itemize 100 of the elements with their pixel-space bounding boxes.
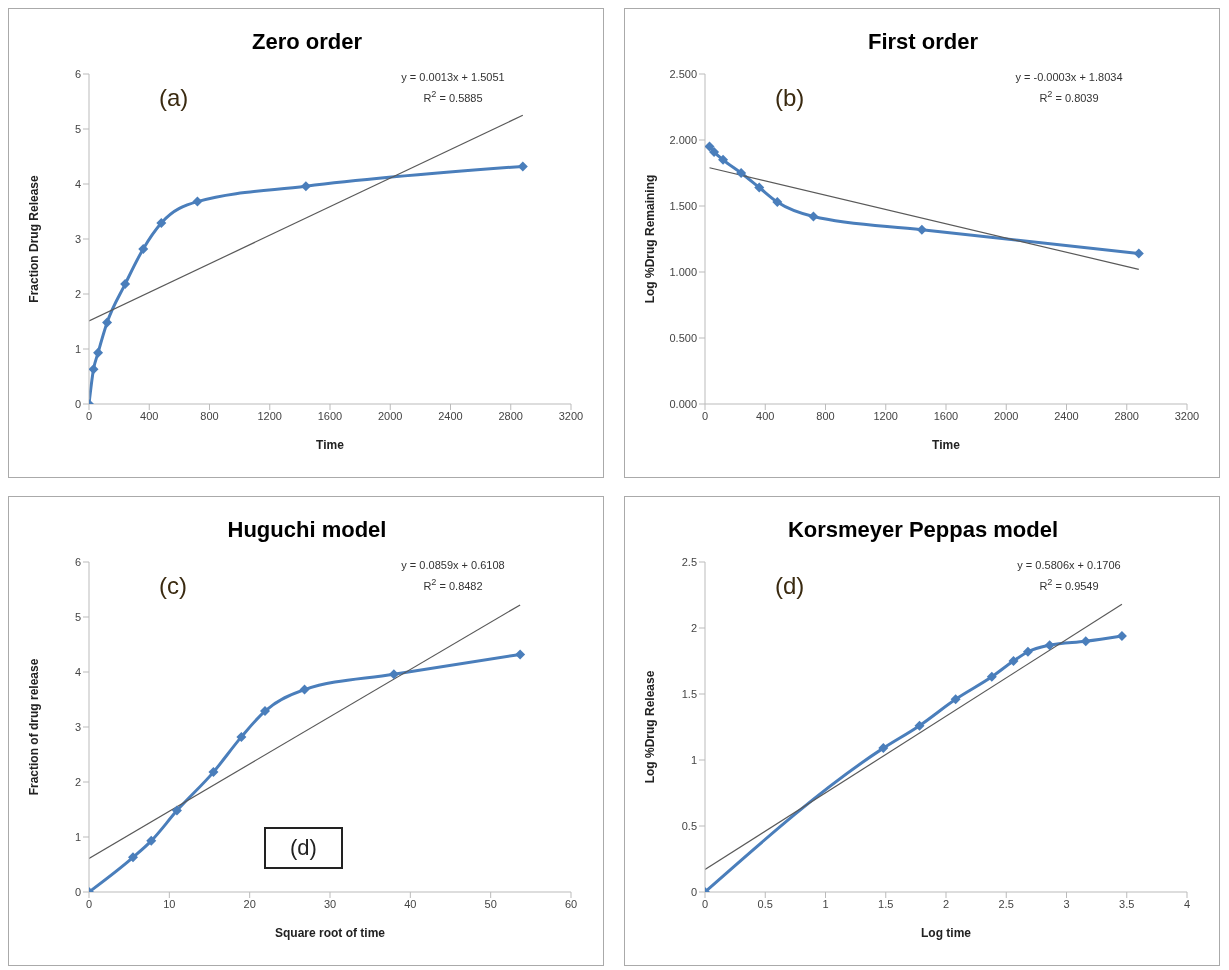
x-tick-label: 30 bbox=[323, 897, 337, 910]
chart-title: Zero order bbox=[251, 29, 363, 55]
point bbox=[1116, 630, 1127, 641]
x-tick-label: 1600 bbox=[317, 409, 343, 422]
annotation: y = -0.0003x + 1.8034 bbox=[1014, 71, 1124, 83]
point bbox=[128, 852, 139, 863]
point bbox=[102, 317, 113, 328]
point bbox=[878, 743, 889, 754]
y-tick-label: 1.000 bbox=[669, 265, 697, 278]
x-tick-label: 2800 bbox=[1114, 409, 1139, 422]
point bbox=[515, 649, 526, 660]
point bbox=[388, 669, 399, 680]
chart-title: Huguchi model bbox=[226, 517, 388, 543]
point bbox=[914, 720, 925, 731]
x-tick-label: 2000 bbox=[994, 409, 1019, 422]
annotation: y = 0.0859x + 0.6108 bbox=[400, 559, 506, 571]
x-axis-title: Time bbox=[932, 438, 961, 452]
y-tick-label: 1.5 bbox=[681, 687, 697, 700]
x-tick-label: 2000 bbox=[378, 409, 403, 422]
x-tick-label: 0.5 bbox=[757, 897, 773, 910]
point bbox=[89, 364, 99, 375]
y-tick-label: 2 bbox=[74, 287, 81, 300]
x-tick-label: 800 bbox=[200, 409, 219, 422]
y-tick-label: 5 bbox=[74, 122, 81, 135]
y-tick-label: 5 bbox=[74, 610, 81, 623]
x-axis-title: Square root of time bbox=[274, 926, 386, 940]
point bbox=[300, 181, 311, 192]
point bbox=[736, 168, 747, 178]
point bbox=[120, 279, 131, 290]
y-tick-label: 2.000 bbox=[669, 133, 697, 146]
x-tick-label: 20 bbox=[243, 897, 256, 910]
point bbox=[808, 211, 819, 222]
annotation: (a) bbox=[159, 84, 189, 112]
point bbox=[754, 182, 765, 193]
y-tick-label: 2 bbox=[74, 775, 81, 788]
x-axis-title: Time bbox=[316, 438, 345, 452]
point bbox=[709, 146, 720, 157]
x-tick-label: 0 bbox=[85, 897, 93, 910]
annotation: R$^{2}$ = 0.8482 bbox=[422, 577, 484, 592]
x-tick-label: 3200 bbox=[558, 409, 584, 422]
point bbox=[1080, 636, 1091, 647]
y-axis-title: Log %Drug Release bbox=[643, 670, 658, 784]
point bbox=[146, 835, 157, 846]
y-tick-label: 0 bbox=[74, 885, 81, 898]
x-tick-label: 1200 bbox=[873, 409, 898, 422]
annotation: (d) bbox=[264, 827, 343, 869]
annotation: (c) bbox=[159, 572, 187, 600]
x-tick-label: 60 bbox=[564, 897, 578, 910]
point bbox=[718, 154, 729, 165]
x-tick-label: 1600 bbox=[933, 409, 959, 422]
x-tick-label: 4 bbox=[1183, 897, 1191, 910]
x-tick-label: 40 bbox=[404, 897, 417, 910]
point bbox=[1022, 646, 1033, 657]
y-tick-label: 1 bbox=[74, 342, 81, 355]
x-tick-label: 1 bbox=[822, 897, 829, 910]
x-tick-label: 2 bbox=[942, 897, 950, 910]
point bbox=[1133, 248, 1144, 259]
x-tick-label: 2400 bbox=[438, 409, 463, 422]
point bbox=[1008, 656, 1019, 666]
x-tick-label: 1.5 bbox=[878, 897, 894, 910]
y-tick-label: 1 bbox=[690, 753, 697, 766]
y-tick-label: 2.500 bbox=[669, 67, 697, 80]
x-tick-label: 0 bbox=[85, 409, 93, 422]
point bbox=[236, 731, 247, 742]
x-tick-label: 0 bbox=[701, 409, 709, 422]
x-tick-label: 400 bbox=[756, 409, 775, 422]
point bbox=[171, 805, 182, 816]
annotation: (b) bbox=[775, 84, 805, 112]
y-tick-label: 6 bbox=[74, 555, 81, 568]
x-tick-label: 3 bbox=[1063, 897, 1070, 910]
point bbox=[986, 671, 997, 682]
chart-title: Korsmeyer Peppas model bbox=[786, 517, 1060, 543]
y-tick-label: 4 bbox=[74, 177, 81, 190]
point bbox=[916, 224, 927, 235]
x-tick-label: 2400 bbox=[1054, 409, 1079, 422]
point bbox=[517, 161, 528, 172]
x-tick-label: 800 bbox=[816, 409, 835, 422]
x-tick-label: 3200 bbox=[1174, 409, 1200, 422]
y-tick-label: 3 bbox=[74, 232, 81, 245]
annotation: y = 0.5806x + 0.1706 bbox=[1016, 559, 1122, 571]
point bbox=[950, 694, 961, 705]
x-tick-label: 1200 bbox=[257, 409, 282, 422]
x-tick-label: 2800 bbox=[498, 409, 523, 422]
x-axis-title: Log time bbox=[921, 926, 972, 940]
annotation: R$^{2}$ = 0.8039 bbox=[1038, 89, 1100, 104]
y-tick-label: 3 bbox=[74, 720, 81, 733]
y-tick-label: 2 bbox=[690, 621, 697, 634]
y-tick-label: 1 bbox=[74, 830, 81, 843]
y-tick-label: 0.5 bbox=[681, 819, 697, 832]
y-tick-label: 6 bbox=[74, 67, 81, 80]
annotation: (d) bbox=[775, 572, 805, 600]
x-tick-label: 10 bbox=[163, 897, 176, 910]
annotation: R$^{2}$ = 0.9549 bbox=[1038, 577, 1100, 592]
y-tick-label: 0.000 bbox=[669, 397, 697, 410]
chart-title: First order bbox=[867, 29, 979, 55]
x-tick-label: 0 bbox=[701, 897, 709, 910]
y-axis-title: Fraction Drug Release bbox=[27, 174, 42, 303]
x-tick-label: 50 bbox=[484, 897, 497, 910]
y-tick-label: 2.5 bbox=[681, 555, 697, 568]
point bbox=[156, 218, 167, 229]
